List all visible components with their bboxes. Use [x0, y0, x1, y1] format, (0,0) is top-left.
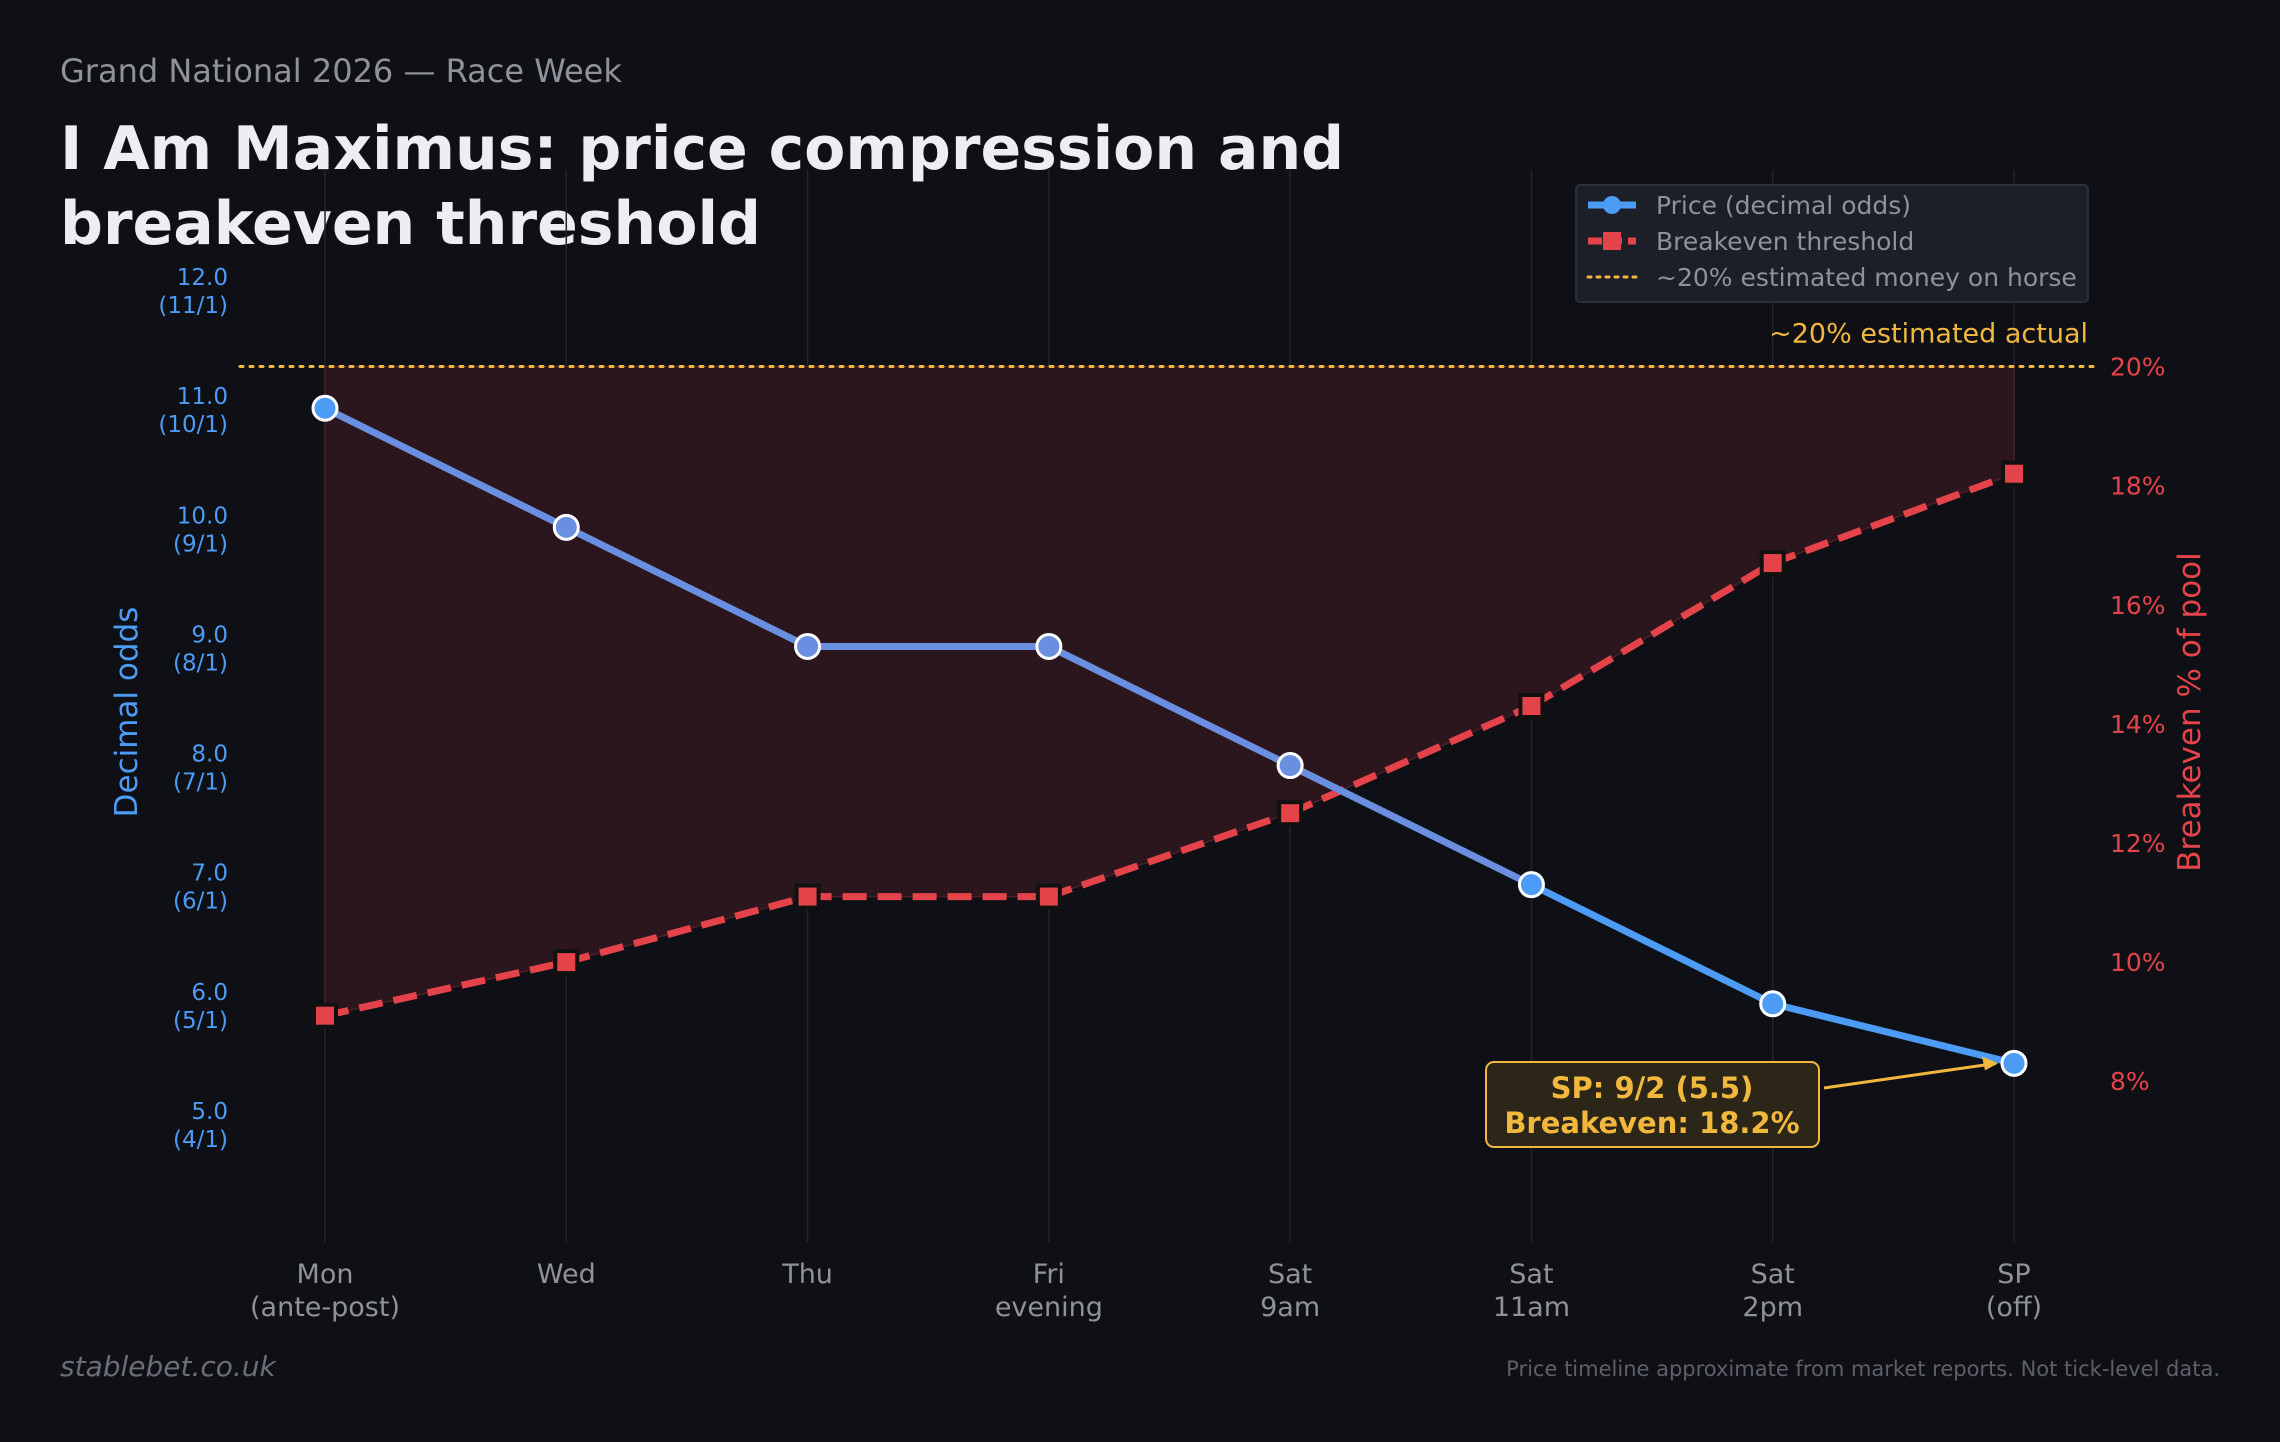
breakeven-line-segment: [1047, 809, 1292, 900]
x-tick-label: Mon (ante-post): [250, 1259, 400, 1323]
y-left-tick-label: 6.0 (5/1): [173, 980, 228, 1034]
y-left-tick-label: 9.0 (8/1): [173, 622, 228, 676]
annotation-box: [1485, 1061, 1820, 1148]
y-left-tick-label: 12.0 (11/1): [158, 265, 228, 319]
breakeven-point: [312, 1002, 338, 1029]
price-point: [1276, 752, 1304, 780]
breakeven-line-segment: [565, 893, 809, 966]
y-left-tick-label: 11.0 (10/1): [158, 384, 228, 438]
source-note: Price timeline approximate from market r…: [1506, 1357, 2220, 1381]
x-tick-label: Thu: [781, 1259, 833, 1290]
legend-marker-price: [1603, 196, 1621, 214]
price-point: [552, 513, 580, 541]
price-line-segment: [1045, 642, 1294, 770]
price-line-segment: [1286, 762, 1535, 889]
price-point: [311, 394, 339, 422]
price-line-segment: [562, 523, 812, 650]
chart-kicker: Grand National 2026 — Race Week: [60, 52, 622, 90]
y-left-tick-label: 7.0 (6/1): [173, 861, 228, 915]
y-right-tick-label: 20%: [2110, 353, 2166, 382]
y-right-tick-label: 14%: [2110, 710, 2166, 739]
breakeven-line-segment: [1529, 560, 1775, 710]
y-left-tick-label: 10.0 (9/1): [173, 503, 228, 557]
breakeven-point: [1035, 883, 1062, 910]
x-tick-label: Sat 11am: [1493, 1259, 1570, 1323]
legend-box: [1575, 184, 2089, 303]
legend-marker-breakeven: [1603, 232, 1621, 250]
breakeven-point: [1759, 550, 1786, 577]
y-right-axis-title: Breakeven % of pool: [2172, 552, 2208, 872]
breakeven-point: [1277, 800, 1304, 827]
reference-line-label: ~20% estimated actual: [1769, 319, 2088, 350]
legend-label-price: Price (decimal odds): [1656, 191, 1911, 220]
y-left-tick-label: 5.0 (4/1): [173, 1099, 228, 1153]
price-point: [794, 632, 822, 660]
y-left-axis-title: Decimal odds: [109, 607, 145, 818]
x-tick-label: Sat 9am: [1260, 1259, 1320, 1323]
y-right-tick-label: 10%: [2110, 948, 2166, 977]
breakeven-line-segment: [1771, 470, 2016, 567]
y-right-tick-label: 18%: [2110, 472, 2166, 501]
y-left-tick-label: 8.0 (7/1): [173, 742, 228, 796]
x-tick-label: Sat 2pm: [1742, 1259, 1803, 1323]
y-right-tick-label: 12%: [2110, 829, 2166, 858]
breakeven-point: [2001, 460, 2027, 487]
y-right-tick-label: 16%: [2110, 591, 2166, 620]
x-tick-label: Wed: [537, 1259, 596, 1290]
price-line-segment: [1527, 881, 1777, 1008]
brand-watermark: stablebet.co.uk: [60, 1350, 276, 1383]
price-line-segment: [1769, 1000, 2018, 1067]
chart-title: I Am Maximus: price compression and brea…: [60, 114, 1345, 259]
price-point: [2000, 1049, 2028, 1077]
annotation-arrowhead: [1982, 1056, 1998, 1071]
x-tick-label: SP (off): [1986, 1259, 2042, 1323]
breakeven-line-segment: [1288, 702, 1533, 817]
annotation-text: SP: 9/2 (5.5) Breakeven: 18.2%: [1504, 1071, 1799, 1140]
breakeven-line-segment: [324, 958, 568, 1020]
price-point: [1035, 632, 1063, 660]
legend-label-breakeven: Breakeven threshold: [1656, 227, 1914, 256]
y-right-tick-label: 8%: [2110, 1067, 2150, 1096]
breakeven-gap-area: [324, 365, 2015, 1017]
annotation-arrow: [1823, 1061, 1997, 1090]
price-point: [1759, 990, 1787, 1018]
legend-label-reference: ~20% estimated money on horse: [1656, 263, 2077, 292]
breakeven-point: [553, 949, 580, 976]
x-tick-label: Fri evening: [995, 1259, 1103, 1323]
price-line-segment: [321, 404, 570, 531]
breakeven-point: [1518, 693, 1545, 719]
breakeven-point: [794, 883, 821, 910]
price-point: [1517, 871, 1545, 899]
